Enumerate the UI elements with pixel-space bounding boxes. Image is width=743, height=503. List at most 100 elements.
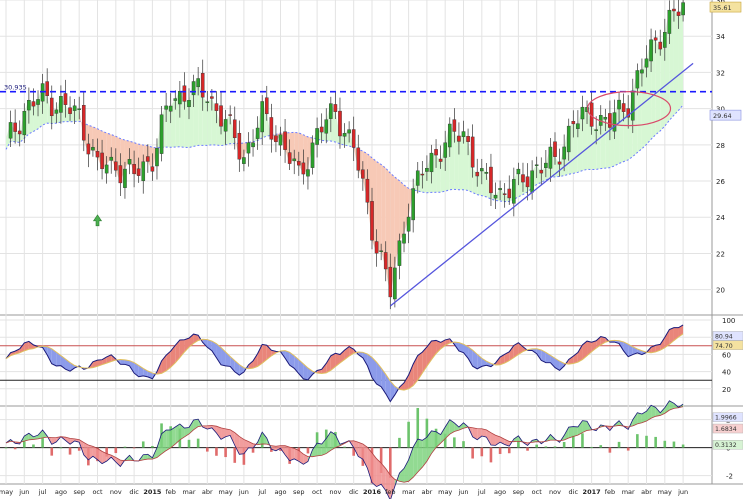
- price-tick-label: 28: [716, 142, 725, 150]
- candle-bull: [604, 117, 607, 119]
- x-tick-label: ago: [55, 488, 67, 496]
- candle-bear: [503, 194, 506, 195]
- macd-hist-bar-pos: [462, 441, 465, 447]
- macd-value-label: 1.6834: [715, 426, 737, 433]
- candle-bull: [169, 106, 172, 111]
- macd-hist-bar-pos: [142, 441, 145, 447]
- candle-bull: [499, 188, 502, 190]
- candle-bear: [137, 169, 140, 176]
- candle-bull: [663, 32, 666, 47]
- macd-hist-bar-pos: [645, 436, 648, 448]
- candle-bear: [270, 117, 273, 139]
- candle-bear: [659, 42, 662, 49]
- x-tick-label: nov: [110, 488, 122, 496]
- candle-bear: [50, 98, 53, 116]
- macd-hist-bar-pos: [124, 447, 127, 448]
- candle-bear: [96, 151, 99, 157]
- x-tick-label: nov: [329, 488, 341, 496]
- macd-hist-bar-pos: [535, 445, 538, 448]
- candle-bull: [517, 169, 520, 174]
- candle-bull: [512, 179, 515, 203]
- candle-bull: [613, 113, 616, 132]
- candle-bull: [649, 40, 652, 61]
- resistance-label: 30.935: [4, 84, 27, 92]
- candle-bear: [320, 127, 323, 132]
- candle-bull: [563, 147, 566, 159]
- candle-bull: [425, 168, 428, 171]
- osc-value-label: 74.70: [715, 343, 733, 350]
- candle-bear: [352, 130, 355, 148]
- candle-bear: [229, 115, 232, 116]
- candle-bear: [389, 267, 392, 297]
- macd-hist-bar-pos: [599, 445, 602, 447]
- candle-bear: [297, 161, 300, 165]
- candle-bear: [338, 111, 341, 136]
- macd-hist-bar-neg: [499, 448, 502, 454]
- candle-bull: [78, 109, 81, 110]
- candle-bull: [110, 157, 113, 160]
- candle-bear: [18, 131, 21, 134]
- candle-bull: [55, 110, 58, 114]
- candle-bear: [64, 93, 67, 104]
- x-tick-label: may: [0, 488, 13, 496]
- macd-hist-bar-neg: [609, 448, 612, 453]
- candle-bear: [215, 104, 218, 111]
- candle-bull: [549, 147, 552, 168]
- candle-bear: [457, 136, 460, 141]
- candle-bear: [439, 159, 442, 162]
- candle-bear: [489, 167, 492, 193]
- candle-bear: [654, 38, 657, 41]
- macd-hist-bar-neg: [115, 448, 118, 453]
- candle-bull: [544, 163, 547, 168]
- macd-hist-bar-pos: [618, 442, 621, 448]
- candle-bull: [91, 147, 94, 150]
- macd-hist-bar-pos: [151, 446, 154, 448]
- bull-fill-area: [674, 11, 679, 115]
- x-tick-label: sep: [513, 488, 525, 496]
- x-tick-label: may: [438, 488, 452, 496]
- macd-hist-bar-neg: [133, 448, 136, 449]
- candle-bull: [256, 128, 259, 139]
- candle-bear: [466, 136, 469, 141]
- x-tick-label: ago: [274, 488, 286, 496]
- macd-hist-bar-pos: [590, 447, 593, 448]
- candle-bull: [412, 189, 415, 220]
- candle-bull: [279, 135, 282, 145]
- candle-bear: [558, 162, 561, 164]
- candle-bull: [398, 241, 401, 266]
- x-tick-label: jun: [457, 488, 468, 496]
- candle-bull: [640, 70, 643, 73]
- macd-hist-bar-pos: [654, 437, 657, 448]
- x-tick-label: oct: [532, 488, 543, 496]
- candle-bull: [343, 133, 346, 136]
- macd-hist-bar-neg: [508, 448, 511, 454]
- macd-hist-bar-pos: [682, 445, 685, 448]
- candle-bull: [576, 124, 579, 129]
- candle-bear: [146, 157, 149, 162]
- x-tick-label: 2015: [143, 488, 162, 496]
- candle-bear: [119, 166, 122, 183]
- x-tick-label: sep: [293, 488, 305, 496]
- osc-tick-label: 20: [722, 386, 731, 394]
- macd-hist-bar-pos: [554, 446, 557, 447]
- candle-bull: [325, 120, 328, 134]
- candle-bull: [348, 130, 351, 133]
- candle-bear: [68, 108, 71, 114]
- candle-bull: [128, 159, 131, 164]
- candle-bear: [672, 9, 675, 11]
- macd-hist-bar-neg: [78, 448, 81, 451]
- bull-fill-area: [592, 126, 597, 169]
- candle-bear: [14, 123, 17, 132]
- price-tick-label: 22: [716, 250, 725, 258]
- candle-bear: [32, 102, 35, 107]
- osc-tick-label: 60: [722, 351, 731, 359]
- macd-value-label: 1.9966: [715, 415, 737, 422]
- candle-bear: [114, 162, 117, 170]
- candle-bull: [242, 157, 245, 163]
- macd-hist-bar-neg: [307, 448, 310, 454]
- macd-fill-up: [637, 413, 642, 424]
- bull-fill-area: [679, 3, 684, 111]
- macd-hist-bar-neg: [215, 448, 218, 456]
- candle-bull: [197, 78, 200, 86]
